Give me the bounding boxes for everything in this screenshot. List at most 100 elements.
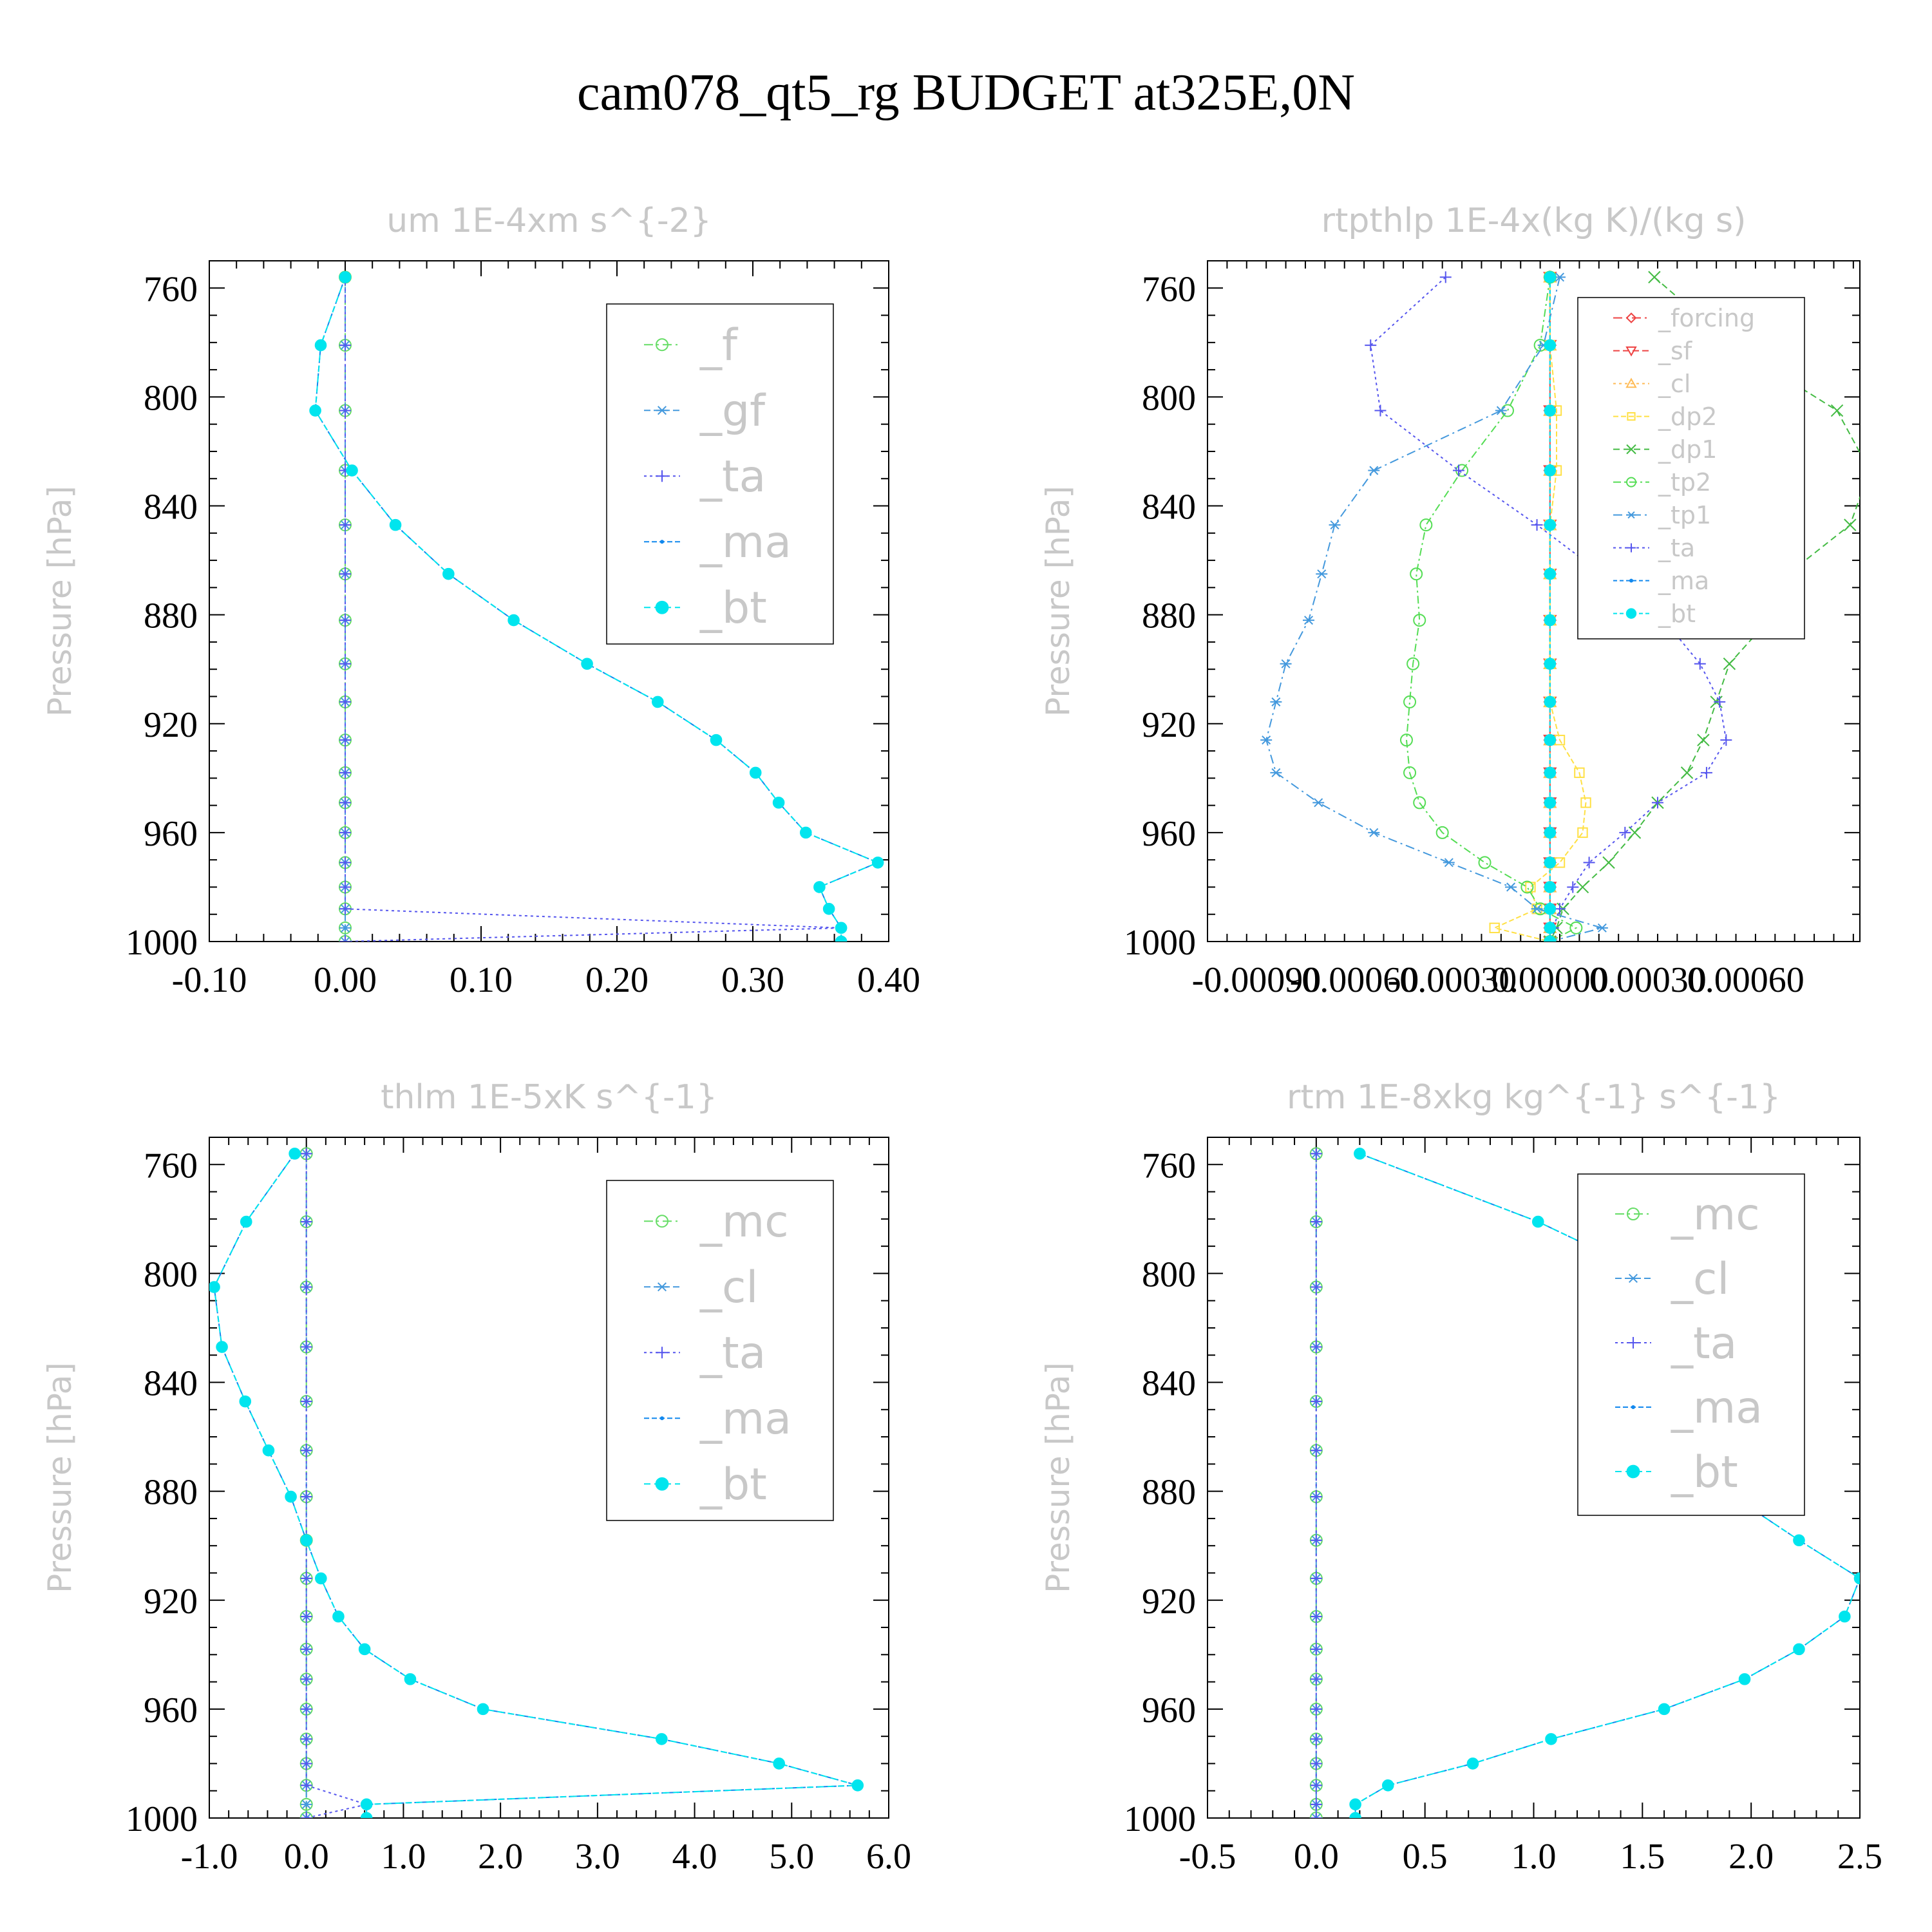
data-point (300, 1216, 312, 1228)
legend-label: _bt (1658, 600, 1696, 628)
data-point (1714, 696, 1726, 708)
data-point (1544, 881, 1557, 893)
data-point (339, 797, 351, 809)
legend-label: _sf (1658, 337, 1693, 365)
legend-label: _bt (699, 1459, 767, 1510)
data-point (339, 881, 351, 893)
legend-box (1577, 1173, 1805, 1516)
x-tick-label: 5.0 (769, 1837, 814, 1877)
data-point (339, 568, 351, 580)
y-tick-label: 880 (1142, 1473, 1196, 1513)
data-point (289, 1148, 301, 1160)
data-point (360, 1812, 373, 1818)
y-tick-label: 760 (144, 269, 198, 309)
x-tick-label: 0.20 (585, 960, 649, 1000)
legend-label: _f (699, 320, 739, 371)
data-point (1583, 857, 1595, 869)
x-tick-label: 2.5 (1837, 1837, 1882, 1877)
data-point (300, 1341, 312, 1353)
data-point (1720, 734, 1732, 746)
legend-label: _cl (699, 1262, 758, 1313)
legend-marker (1627, 1337, 1639, 1349)
data-point (813, 881, 826, 893)
legend-marker (656, 1215, 668, 1228)
legend-marker (1627, 511, 1636, 519)
data-point (339, 404, 351, 417)
data-point (1697, 734, 1710, 746)
y-tick-label: 800 (144, 1255, 198, 1294)
data-point (339, 658, 351, 670)
data-point (1368, 828, 1380, 837)
data-point (339, 766, 351, 779)
y-tick-label: 760 (144, 1146, 198, 1186)
x-tick-label: 2.0 (478, 1837, 523, 1877)
legend-marker (1626, 444, 1636, 455)
data-point (1368, 466, 1380, 475)
series-line-ta (1370, 276, 1727, 942)
legend-marker (1625, 346, 1637, 357)
data-point (1310, 1216, 1322, 1228)
data-point (285, 1490, 297, 1503)
legend: _mc _cl _ta _ma _bt (1577, 1173, 1805, 1516)
data-point (300, 1148, 312, 1160)
data-point (773, 1757, 785, 1770)
data-point (339, 696, 351, 708)
chart-panel-3: thlm 1E-5xK s^{-1} Pressure [hPa] 760 800 84… (41, 1078, 911, 1877)
legend-marker (655, 1477, 669, 1491)
data-point (442, 567, 455, 580)
data-point (1310, 1341, 1322, 1353)
legend-box (1577, 297, 1805, 639)
data-point (1619, 826, 1631, 838)
data-point (1280, 659, 1292, 668)
data-point (1349, 1798, 1361, 1811)
data-point (581, 658, 593, 670)
data-point (1544, 935, 1557, 942)
data-point (1403, 766, 1417, 779)
x-tick-label: 6.0 (866, 1837, 911, 1877)
data-point (1349, 1812, 1361, 1818)
series-layer (209, 1147, 864, 1818)
data-point (1580, 797, 1591, 808)
data-point (240, 1215, 252, 1228)
legend-box (606, 1180, 834, 1521)
data-point (339, 903, 351, 915)
legend: _f _gf _ta _ma _bt (606, 303, 834, 645)
chart-panel-2: rtpthlp 1E-4x(kg K)/(kg s) Pressure [hPa]… (1039, 202, 1861, 1000)
x-tick-label: 0.30 (721, 960, 784, 1000)
legend-label: _ta (1658, 534, 1695, 562)
data-point (1602, 856, 1615, 869)
data-point (300, 1281, 312, 1293)
y-tick-label: 800 (1142, 378, 1196, 418)
data-point (1651, 797, 1663, 809)
data-point (300, 1396, 312, 1408)
legend-marker (1627, 1208, 1640, 1220)
y-tick-label: 1000 (1124, 923, 1196, 963)
x-tick-label: 2.0 (1728, 1837, 1774, 1877)
x-tick-label: -0.00060 (1290, 960, 1419, 1000)
data-point (1738, 1673, 1751, 1685)
y-tick-label: 960 (144, 814, 198, 854)
series-layer (1260, 270, 1860, 942)
data-point (799, 826, 812, 839)
panel-title: rtm 1E-8xkg kg^{-1} s^{-1} (1287, 1078, 1781, 1117)
data-point (300, 1812, 312, 1818)
data-point (1310, 1534, 1322, 1546)
chart-panel-1: um 1E-4xm s^{-2} Pressure [hPa] 760 800 840 8… (41, 202, 920, 1000)
legend-label: _bt (1671, 1447, 1738, 1498)
y-tick-label: 1000 (126, 1799, 198, 1839)
legend-marker (1626, 477, 1636, 488)
legend-label: _tp1 (1658, 501, 1711, 529)
data-point (1439, 271, 1452, 283)
y-tick-label: 840 (1142, 488, 1196, 527)
y-tick-label: 840 (144, 488, 198, 527)
data-point (851, 1779, 864, 1792)
legend-marker (656, 1282, 668, 1292)
data-point (1310, 1611, 1322, 1623)
data-point (1596, 923, 1608, 933)
data-point (1365, 339, 1377, 352)
y-tick-label: 880 (144, 596, 198, 636)
data-point (1853, 1572, 1860, 1585)
legend-label: _ta (699, 451, 766, 502)
data-point (1839, 1610, 1851, 1623)
data-point (1544, 339, 1557, 352)
